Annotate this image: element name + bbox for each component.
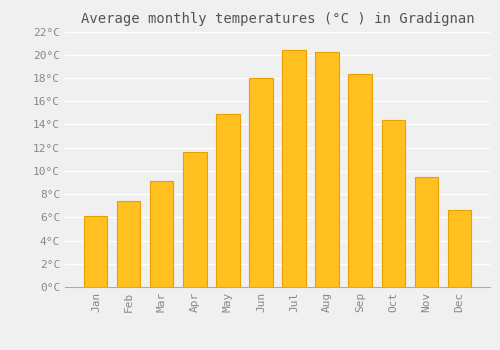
- Bar: [348, 75, 372, 287]
- Bar: [282, 50, 306, 287]
- Bar: [382, 120, 404, 287]
- Bar: [414, 177, 438, 287]
- Bar: [84, 216, 108, 287]
- Bar: [184, 152, 206, 287]
- Bar: [316, 52, 338, 287]
- Bar: [150, 181, 174, 287]
- Bar: [216, 114, 240, 287]
- Bar: [118, 201, 141, 287]
- Bar: [448, 210, 470, 287]
- Title: Average monthly temperatures (°C ) in Gradignan: Average monthly temperatures (°C ) in Gr…: [80, 12, 474, 26]
- Bar: [250, 78, 272, 287]
